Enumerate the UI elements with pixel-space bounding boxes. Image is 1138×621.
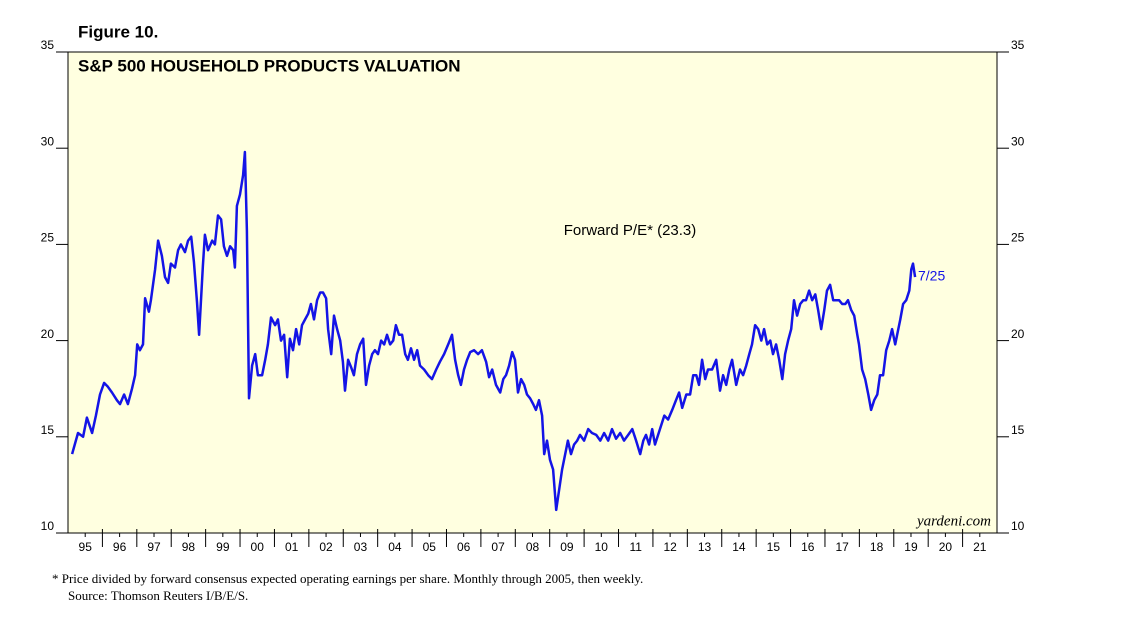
y-tick-label: 35 xyxy=(41,38,55,52)
x-tick-label: 05 xyxy=(423,540,437,554)
y-tick-label: 10 xyxy=(41,519,55,533)
y2-tick-label: 20 xyxy=(1011,327,1025,341)
x-tick-label: 06 xyxy=(457,540,471,554)
data-line xyxy=(70,150,917,512)
x-tick-label: 03 xyxy=(354,540,368,554)
watermark: yardeni.com xyxy=(915,513,991,529)
y2-tick-label: 10 xyxy=(1011,519,1025,533)
y-tick-label: 30 xyxy=(41,134,55,148)
x-tick-label: 20 xyxy=(939,540,953,554)
x-tick-label: 95 xyxy=(79,540,93,554)
x-tick-label: 15 xyxy=(767,540,781,554)
y-tick-label: 20 xyxy=(41,327,55,341)
x-tick-label: 19 xyxy=(904,540,918,554)
x-tick-label: 02 xyxy=(319,540,333,554)
x-tick-label: 16 xyxy=(801,540,815,554)
plot-area xyxy=(67,51,998,534)
x-tick-label: 08 xyxy=(526,540,540,554)
y2-tick-label: 15 xyxy=(1011,423,1025,437)
x-tick-label: 21 xyxy=(973,540,987,554)
chart-title: S&P 500 HOUSEHOLD PRODUCTS VALUATION xyxy=(78,56,461,75)
y2-tick-label: 35 xyxy=(1011,38,1025,52)
footnote: * Price divided by forward consensus exp… xyxy=(52,571,643,586)
x-tick-label: 18 xyxy=(870,540,884,554)
x-tick-label: 97 xyxy=(147,540,161,554)
x-tick-label: 12 xyxy=(663,540,677,554)
end-label: 7/25 xyxy=(918,268,945,284)
x-tick-label: 98 xyxy=(182,540,196,554)
x-tick-label: 04 xyxy=(388,540,402,554)
x-tick-label: 07 xyxy=(491,540,505,554)
x-tick-label: 11 xyxy=(629,540,642,554)
y-tick-label: 25 xyxy=(41,231,55,245)
footnote: Source: Thomson Reuters I/B/E/S. xyxy=(68,588,248,603)
x-tick-label: 14 xyxy=(732,540,746,554)
figure-label: Figure 10. xyxy=(78,22,158,41)
x-tick-label: 17 xyxy=(835,540,849,554)
x-tick-label: 10 xyxy=(595,540,609,554)
x-tick-label: 00 xyxy=(251,540,265,554)
x-tick-label: 01 xyxy=(285,540,299,554)
y2-tick-label: 30 xyxy=(1011,134,1025,148)
series-label: Forward P/E* (23.3) xyxy=(564,222,697,239)
y-tick-label: 15 xyxy=(41,423,55,437)
y2-tick-label: 25 xyxy=(1011,231,1025,245)
x-tick-label: 99 xyxy=(216,540,230,554)
x-tick-label: 09 xyxy=(560,540,574,554)
x-tick-label: 96 xyxy=(113,540,127,554)
x-tick-label: 13 xyxy=(698,540,712,554)
